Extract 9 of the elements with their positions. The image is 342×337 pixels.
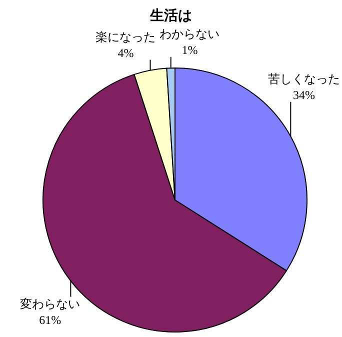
data-label: 61% <box>39 312 62 327</box>
chart-title: 生活は <box>149 8 192 24</box>
slice-label: 苦しくなった <box>268 72 340 86</box>
data-label: 1% <box>182 43 198 58</box>
slice-label: わからない <box>160 27 220 42</box>
data-label: 34% <box>293 88 315 102</box>
data-label: 4% <box>118 46 134 60</box>
slice-label: 変わらない <box>20 296 80 311</box>
slice-label: 楽になった <box>96 30 156 44</box>
